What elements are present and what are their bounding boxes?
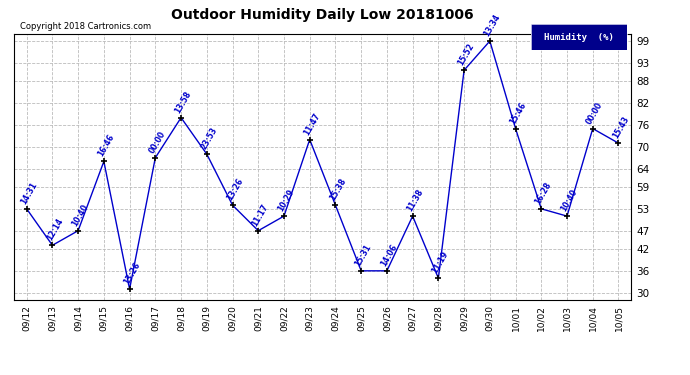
Text: 11:17: 11:17 bbox=[250, 202, 270, 228]
Text: 15:43: 15:43 bbox=[611, 115, 631, 140]
Text: 10:40: 10:40 bbox=[559, 188, 579, 213]
Text: 11:19: 11:19 bbox=[431, 250, 451, 275]
Text: 23:53: 23:53 bbox=[199, 126, 219, 151]
Text: 13:58: 13:58 bbox=[173, 89, 193, 115]
Text: 10:40: 10:40 bbox=[70, 202, 90, 228]
Text: 15:52: 15:52 bbox=[456, 42, 476, 67]
Text: 13:26: 13:26 bbox=[225, 177, 244, 202]
Text: 15:38: 15:38 bbox=[328, 177, 348, 202]
Title: Outdoor Humidity Daily Low 20181006: Outdoor Humidity Daily Low 20181006 bbox=[171, 8, 474, 22]
Text: 10:29: 10:29 bbox=[276, 188, 296, 213]
Text: 13:26: 13:26 bbox=[122, 261, 141, 286]
Text: 12:14: 12:14 bbox=[45, 217, 64, 242]
Text: 11:47: 11:47 bbox=[302, 111, 322, 136]
Text: 11:38: 11:38 bbox=[405, 188, 425, 213]
Text: 15:31: 15:31 bbox=[353, 243, 373, 268]
Text: 15:46: 15:46 bbox=[508, 100, 528, 126]
Text: 14:06: 14:06 bbox=[379, 243, 399, 268]
Text: 00:00: 00:00 bbox=[585, 100, 605, 126]
Text: 13:34: 13:34 bbox=[482, 13, 502, 38]
Text: 16:28: 16:28 bbox=[533, 180, 553, 206]
Text: 00:00: 00:00 bbox=[148, 129, 168, 155]
Text: Copyright 2018 Cartronics.com: Copyright 2018 Cartronics.com bbox=[20, 22, 151, 31]
Text: 16:46: 16:46 bbox=[96, 133, 116, 159]
Text: 14:31: 14:31 bbox=[19, 180, 39, 206]
